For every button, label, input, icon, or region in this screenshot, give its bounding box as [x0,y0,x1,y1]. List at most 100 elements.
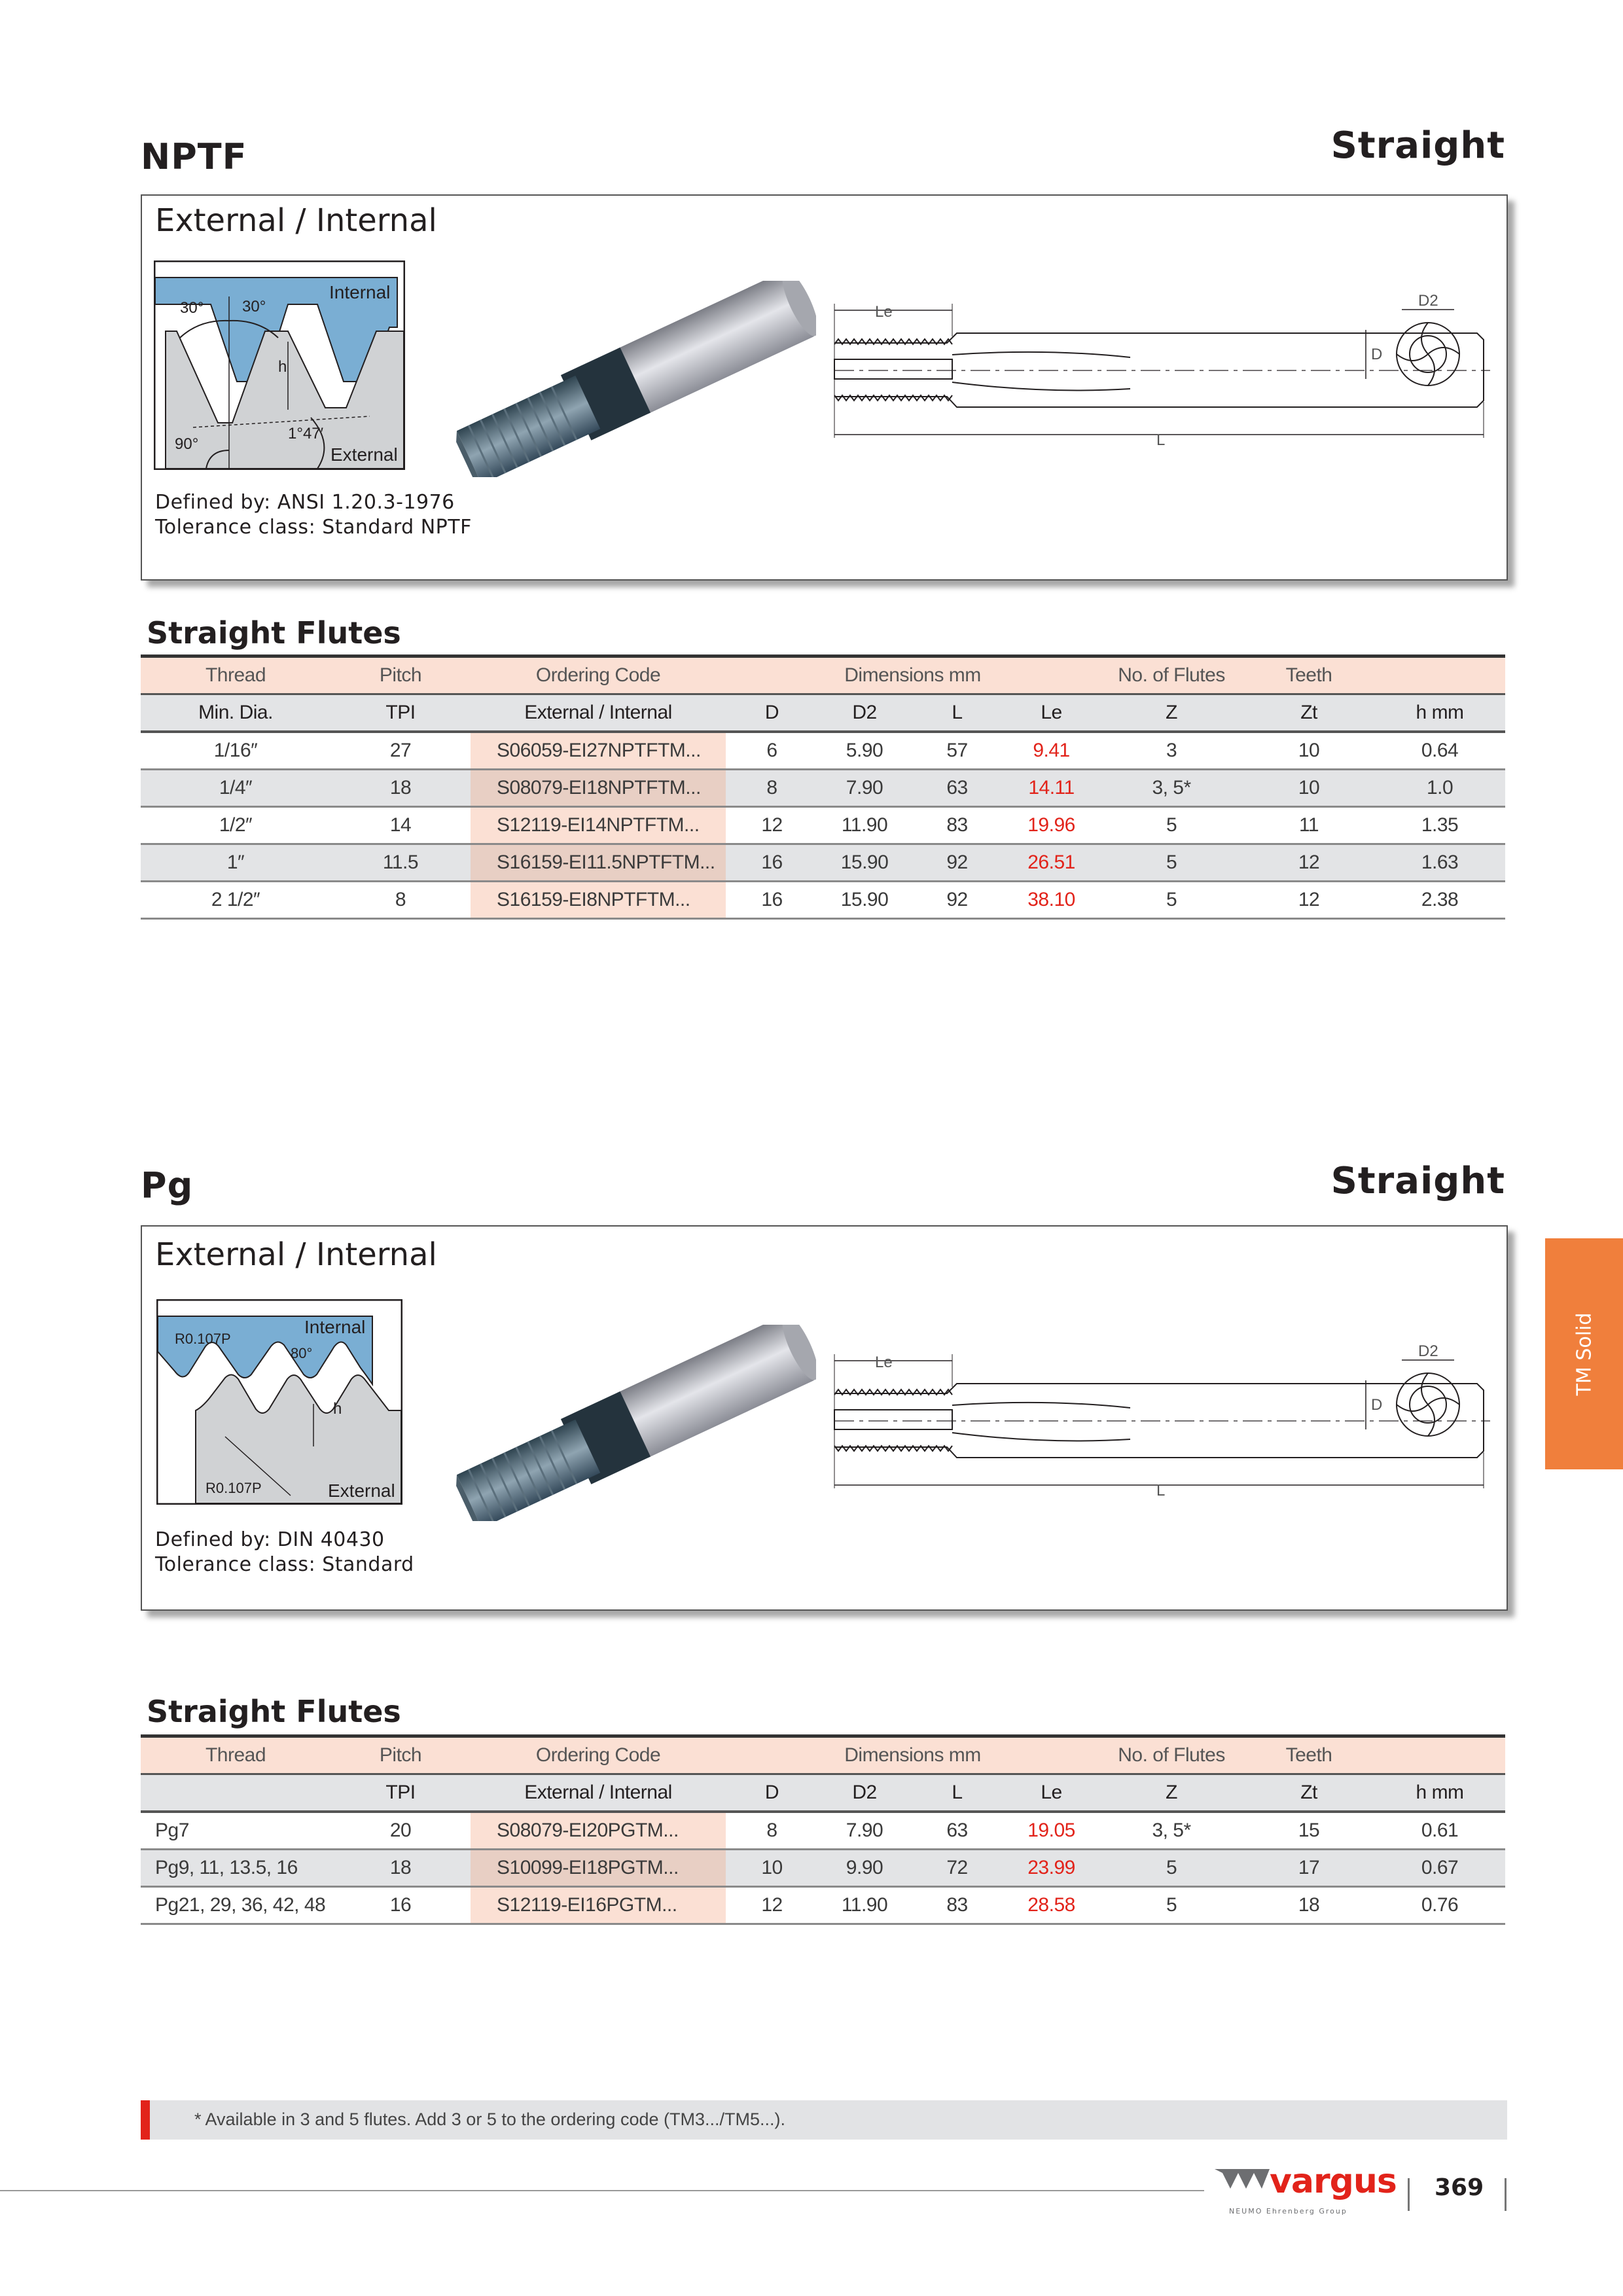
table-cell: 10 [726,1849,818,1888]
table-cell: 5 [1099,844,1244,882]
le-cell: 26.51 [1003,844,1100,882]
table-cell: Pg21, 29, 36, 42, 48 [141,1886,330,1925]
svg-text:NEUMO Ehrenberg Group: NEUMO Ehrenberg Group [1229,2207,1347,2215]
column-group-header: Pitch [330,1736,471,1775]
column-header [141,1774,330,1813]
table-cell: 5 [1099,806,1244,845]
ordering-code-cell: S12119-EI14NPTFTM... [471,806,726,845]
table-cell: 10 [1243,732,1375,770]
page-number: 369 [1435,2174,1484,2201]
table-cell: Pg7 [141,1812,330,1850]
column-group-header: Ordering Code [471,656,726,695]
column-group-header: Dimensions mm [726,656,1100,695]
footnote-marker [141,2100,150,2140]
column-header: h mm [1374,1774,1506,1813]
table-row: 2 1/2″ 8 S16159-EI8NPTFTM... 16 15.90 92 38.10… [141,881,1506,920]
table-cell: 5 [1099,1849,1244,1888]
table-cell: 5 [1099,1886,1244,1925]
table-cell: 12 [726,1886,818,1925]
defined-by: Defined by: DIN 40430 [155,1528,385,1551]
table-row: Pg9, 11, 13.5, 16 18 S10099-EI18PGTM... 10 9… [141,1849,1506,1888]
table-cell: 7.90 [818,769,911,808]
tool-end-view-drawing: D D2 [1365,1344,1460,1437]
le-dimension-label: Le [875,1354,893,1371]
column-group-header: No. of Flutes [1099,1736,1244,1775]
column-header: Min. Dia. [141,694,330,733]
tolerance-class: Tolerance class: Standard [155,1553,414,1576]
table-cell: 57 [911,732,1003,770]
footnote-bar: * Available in 3 and 5 flutes. Add 3 or … [141,2100,1507,2140]
table-cell: 0.76 [1374,1886,1506,1925]
column-group-header: No. of Flutes [1099,656,1244,695]
section-title-pg: Pg [141,1165,194,1206]
h-label: h [278,358,287,376]
d-dimension-label: D [1371,346,1382,363]
flank-angle-label: 80° [291,1345,312,1361]
table-cell: 5 [1099,881,1244,920]
table-cell: 0.61 [1374,1812,1506,1850]
table-cell: 15.90 [818,844,911,882]
table-cell: 92 [911,844,1003,882]
taper-angle-label: 1°47′ [288,425,324,442]
column-header: Le [1003,1774,1100,1813]
defined-by-text: Defined by: ANSI 1.20.3-1976 Tolerance c… [155,490,472,540]
ordering-code-cell: S12119-EI16PGTM... [471,1886,726,1925]
ordering-code-cell: S16159-EI8NPTFTM... [471,881,726,920]
table-cell: 11.5 [330,844,471,882]
le-cell: 38.10 [1003,881,1100,920]
column-header: h mm [1374,694,1506,733]
table-cell: 20 [330,1812,471,1850]
nptf-spec-table: Thread Pitch Ordering Code Dimensions mm No.… [141,655,1506,920]
h-label: h [333,1400,342,1418]
side-tab-tm-solid[interactable]: TM Solid [1545,1238,1623,1469]
column-header: Zt [1243,694,1375,733]
table-cell: 9.90 [818,1849,911,1888]
style-label-straight: Straight [1330,124,1505,167]
table-cell: 3 [1099,732,1244,770]
table-cell: 15 [1243,1812,1375,1850]
table-cell: 18 [330,1849,471,1888]
le-cell: 14.11 [1003,769,1100,808]
table-cell: 16 [726,881,818,920]
radius-top-label: R0.107P [175,1331,231,1347]
table-cell: 17 [1243,1849,1375,1888]
footer-rule [0,2190,1204,2191]
internal-label: Internal [329,282,390,302]
column-group-header: Pitch [330,656,471,695]
box-title: External / Internal [155,202,437,239]
l-dimension-label: L [1156,431,1165,449]
table-cell: 1″ [141,844,330,882]
table-cell: 63 [911,769,1003,808]
table-cell: 12 [1243,844,1375,882]
table-cell: Pg9, 11, 13.5, 16 [141,1849,330,1888]
table-cell: 3, 5* [1099,769,1244,808]
table-cell: 8 [330,881,471,920]
vargus-logo: vargus NEUMO Ehrenberg Group [1215,2162,1404,2217]
thread-info-box: External / Internal 30° 30° Internal h 1… [141,194,1508,581]
table-cell: 0.67 [1374,1849,1506,1888]
table-cell: 63 [911,1812,1003,1850]
nptf-thread-profile-diagram: 30° 30° Internal h 1°47′ 90° External [154,260,405,470]
table-cell: 10 [1243,769,1375,808]
tool-dimension-drawing: Le L [834,303,1490,449]
table-cell: 6 [726,732,818,770]
ordering-code-cell: S16159-EI11.5NPTFTM... [471,844,726,882]
thread-mill-tool-image [456,281,816,477]
footer-separator [1505,2178,1507,2211]
column-header: D2 [818,1774,911,1813]
pg-thread-profile-diagram: R0.107P Internal 80° h R0.107P External [156,1299,402,1505]
l-dimension-label: L [1156,1482,1165,1499]
column-group-header: Thread [141,1736,330,1775]
table-cell: 18 [330,769,471,808]
column-header: External / Internal [471,1774,726,1813]
column-header: D [726,694,818,733]
table-row: Pg7 20 S08079-EI20PGTM... 8 7.90 63 19.05 3, 5*… [141,1812,1506,1850]
radius-bottom-label: R0.107P [205,1480,262,1496]
section-title-nptf: NPTF [141,136,247,177]
ordering-code-cell: S06059-EI27NPTFTM... [471,732,726,770]
table-cell: 1.0 [1374,769,1506,808]
svg-text:vargus: vargus [1270,2168,1397,2201]
angle-left-label: 30° [180,299,204,317]
le-cell: 19.96 [1003,806,1100,845]
external-label: External [330,444,398,465]
